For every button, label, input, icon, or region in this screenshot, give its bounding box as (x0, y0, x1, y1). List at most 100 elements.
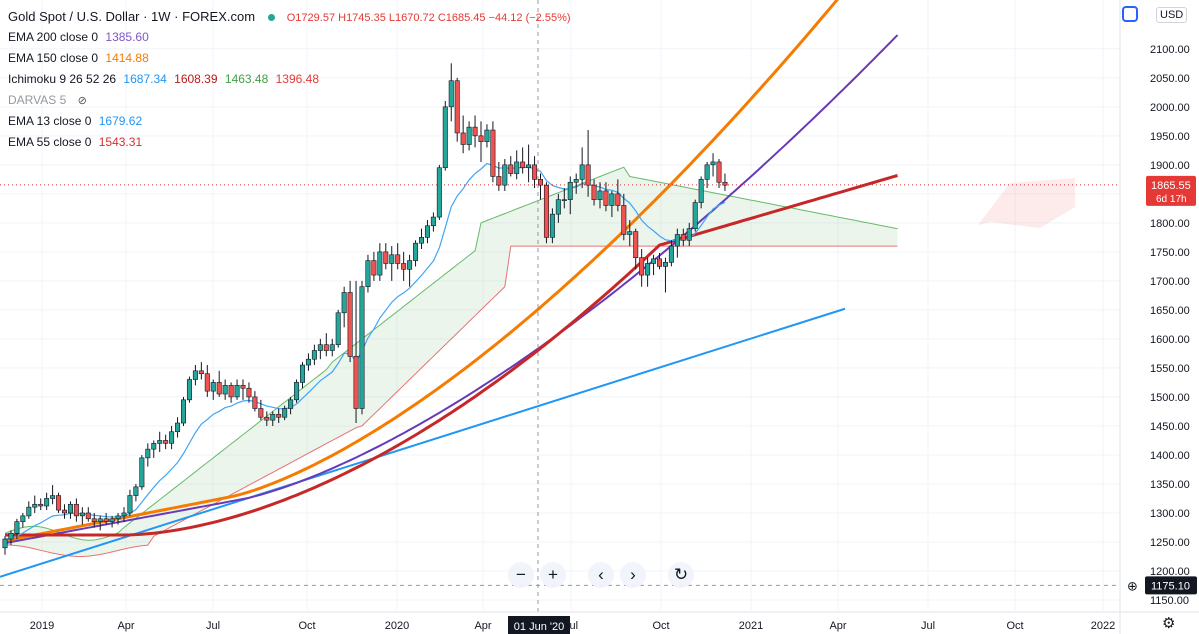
currency-label[interactable]: USD (1156, 7, 1188, 23)
candle (377, 243, 383, 281)
candle (526, 144, 532, 183)
time-tick-label: 2019 (30, 620, 54, 632)
indicator-name: EMA 200 close 0 (8, 30, 99, 44)
ichimoku-lead-a-line (4, 166, 898, 541)
candle (145, 443, 151, 467)
market-status-icon (268, 14, 276, 22)
price-tick-label: 1350.00 (1150, 479, 1190, 491)
candle-body (121, 512, 127, 517)
candle-body (407, 260, 413, 270)
candle-body (710, 161, 716, 166)
settings-gear-icon[interactable]: ⚙ (1162, 615, 1176, 632)
candle-body (615, 193, 621, 206)
candle-body (157, 440, 163, 444)
candle (442, 101, 448, 171)
candle-body (198, 370, 204, 375)
candle (246, 382, 252, 403)
indicator-value: 1414.88 (105, 51, 149, 65)
candle-body (139, 457, 145, 488)
candle (151, 440, 157, 458)
candle-body (466, 126, 472, 145)
candle (639, 248, 645, 287)
candle (514, 150, 520, 180)
last-price-badge (1146, 175, 1196, 206)
candle (680, 228, 686, 247)
zoom-out-button[interactable]: − (508, 562, 534, 588)
candle (645, 257, 651, 287)
candle (448, 63, 454, 122)
candle-body (389, 254, 395, 264)
candle (222, 379, 228, 400)
candle (567, 176, 573, 215)
scroll-left-button[interactable]: ‹ (588, 562, 614, 588)
candle-body (668, 245, 674, 263)
candle (73, 498, 79, 522)
indicator-name: Ichimoku 9 26 52 26 (8, 72, 117, 86)
symbol-title[interactable]: Gold Spot / U.S. Dollar · 1W · FOREX.com (8, 9, 256, 24)
time-tick-label: Apr (474, 620, 491, 632)
candle (543, 182, 549, 244)
scroll-right-button[interactable]: › (620, 562, 646, 588)
candle-body (50, 495, 56, 499)
compare-icon[interactable] (1122, 6, 1138, 22)
indicator-darvas[interactable]: DARVAS 5 ⊘ (8, 90, 571, 111)
candle (329, 338, 335, 357)
crosshair-date-badge (508, 616, 570, 634)
candle-body (2, 538, 8, 549)
candle (38, 498, 44, 511)
candle (609, 190, 615, 218)
candle (139, 454, 145, 490)
candle-body (288, 399, 294, 409)
candle-body (163, 440, 169, 444)
indicator-ema55[interactable]: EMA 55 close 0 1543.31 (8, 132, 571, 153)
crosshair-price-badge (1145, 576, 1197, 595)
hidden-eye-icon[interactable]: ⊘ (77, 95, 87, 107)
candle (573, 173, 579, 194)
candle-body (532, 164, 538, 180)
indicator-ema150[interactable]: EMA 150 close 0 1414.88 (8, 48, 571, 69)
time-tick-label: Apr (117, 620, 134, 632)
candle-body (490, 129, 496, 177)
indicator-ema13[interactable]: EMA 13 close 0 1679.62 (8, 111, 571, 132)
candle-body (383, 251, 389, 264)
candle (478, 121, 484, 162)
candle (454, 77, 460, 142)
zoom-in-button[interactable]: + (540, 562, 566, 588)
indicator-ichimoku[interactable]: Ichimoku 9 26 52 26 1687.34 1608.39 1463… (8, 69, 571, 90)
candle-body (85, 512, 91, 520)
candle (621, 193, 627, 241)
candle (192, 365, 198, 386)
time-tick-label: Apr (829, 620, 846, 632)
add-alert-icon: ⊕ (1127, 579, 1138, 594)
candle-body (585, 164, 591, 186)
candle (585, 130, 591, 197)
candle (323, 333, 329, 357)
candle (698, 176, 704, 209)
candle (365, 254, 371, 293)
candle (26, 501, 32, 519)
candle (311, 344, 317, 366)
indicator-ema200[interactable]: EMA 200 close 0 1385.60 (8, 27, 571, 48)
candle (14, 518, 20, 540)
price-tick-label: 1650.00 (1150, 305, 1190, 317)
reset-chart-button[interactable]: ↻ (668, 562, 694, 588)
candle (228, 382, 234, 403)
candle (252, 391, 258, 412)
candle-body (56, 495, 62, 511)
candle-body (508, 164, 514, 174)
price-tick-label: 1800.00 (1150, 218, 1190, 230)
candle-body (258, 408, 264, 418)
candle (686, 222, 692, 247)
candle (502, 159, 508, 191)
price-tick-label: 2100.00 (1150, 44, 1190, 56)
candle-body (496, 176, 502, 186)
candle-body (192, 370, 198, 380)
price-tick-label: 2000.00 (1150, 102, 1190, 114)
indicator-value: 1385.60 (105, 30, 149, 44)
price-tick-label: 1450.00 (1150, 421, 1190, 433)
candle (413, 240, 419, 267)
candle-body (282, 408, 288, 418)
candle-body (109, 518, 115, 522)
